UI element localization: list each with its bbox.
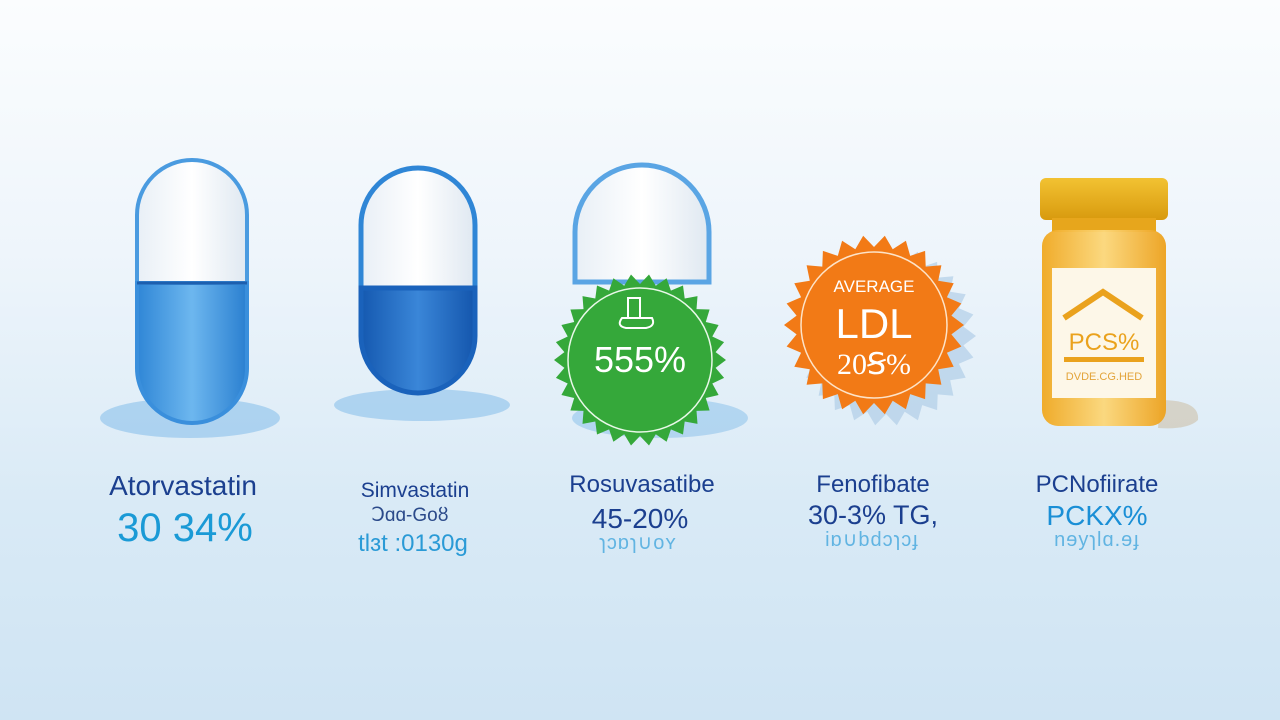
bottle-label: PCS% bbox=[1069, 329, 1140, 356]
rosuvastatin-name: Rosuvasatibe bbox=[569, 471, 715, 498]
fifth-drug-extra: nɘyɿlɑ.ɘɟ bbox=[1054, 529, 1140, 551]
atorvastatin-name: Atorvastatin bbox=[109, 470, 257, 501]
badge-line-1: AVERAGE bbox=[834, 277, 915, 296]
simvastatin-capsule-icon bbox=[334, 165, 510, 421]
fifth-drug-name: PCNofiirate bbox=[1035, 471, 1159, 498]
fenofibate-extra: iɒ∪bdɔɿɔɟ bbox=[825, 529, 919, 551]
simvastatin-value: ꓛɑɑ-Goȣ bbox=[371, 505, 449, 526]
badge-line-3: 20Ꞩ% bbox=[837, 348, 911, 381]
fenofibate-value: 30-3% TG, bbox=[807, 500, 939, 530]
atorvastatin-capsule-icon bbox=[100, 158, 280, 438]
green-badge-icon: 555% bbox=[554, 274, 726, 446]
ldl-badge-icon: AVERAGE LDL 20Ꞩ% bbox=[784, 235, 976, 426]
atorvastatin-value: 30 34% bbox=[117, 506, 253, 550]
rosuvastatin-extra: ɿɔɒɿ∪oʏ bbox=[599, 532, 677, 554]
simvastatin-name: Simvastatin bbox=[360, 479, 470, 502]
fifth-drug-value: PCKX% bbox=[1046, 500, 1148, 531]
simvastatin-extra: tlɜt :0130g bbox=[358, 530, 468, 557]
bottle-sublabel: DVDE.CG.HED bbox=[1066, 371, 1142, 383]
green-badge-value: 555% bbox=[594, 339, 686, 380]
rosuvastatin-value: 45-20% bbox=[591, 503, 689, 534]
badge-line-2: LDL bbox=[835, 300, 912, 347]
fenofibate-name: Fenofibate bbox=[816, 471, 930, 498]
medicine-bottle-icon: PCS% DVDE.CG.HED bbox=[1040, 178, 1199, 429]
